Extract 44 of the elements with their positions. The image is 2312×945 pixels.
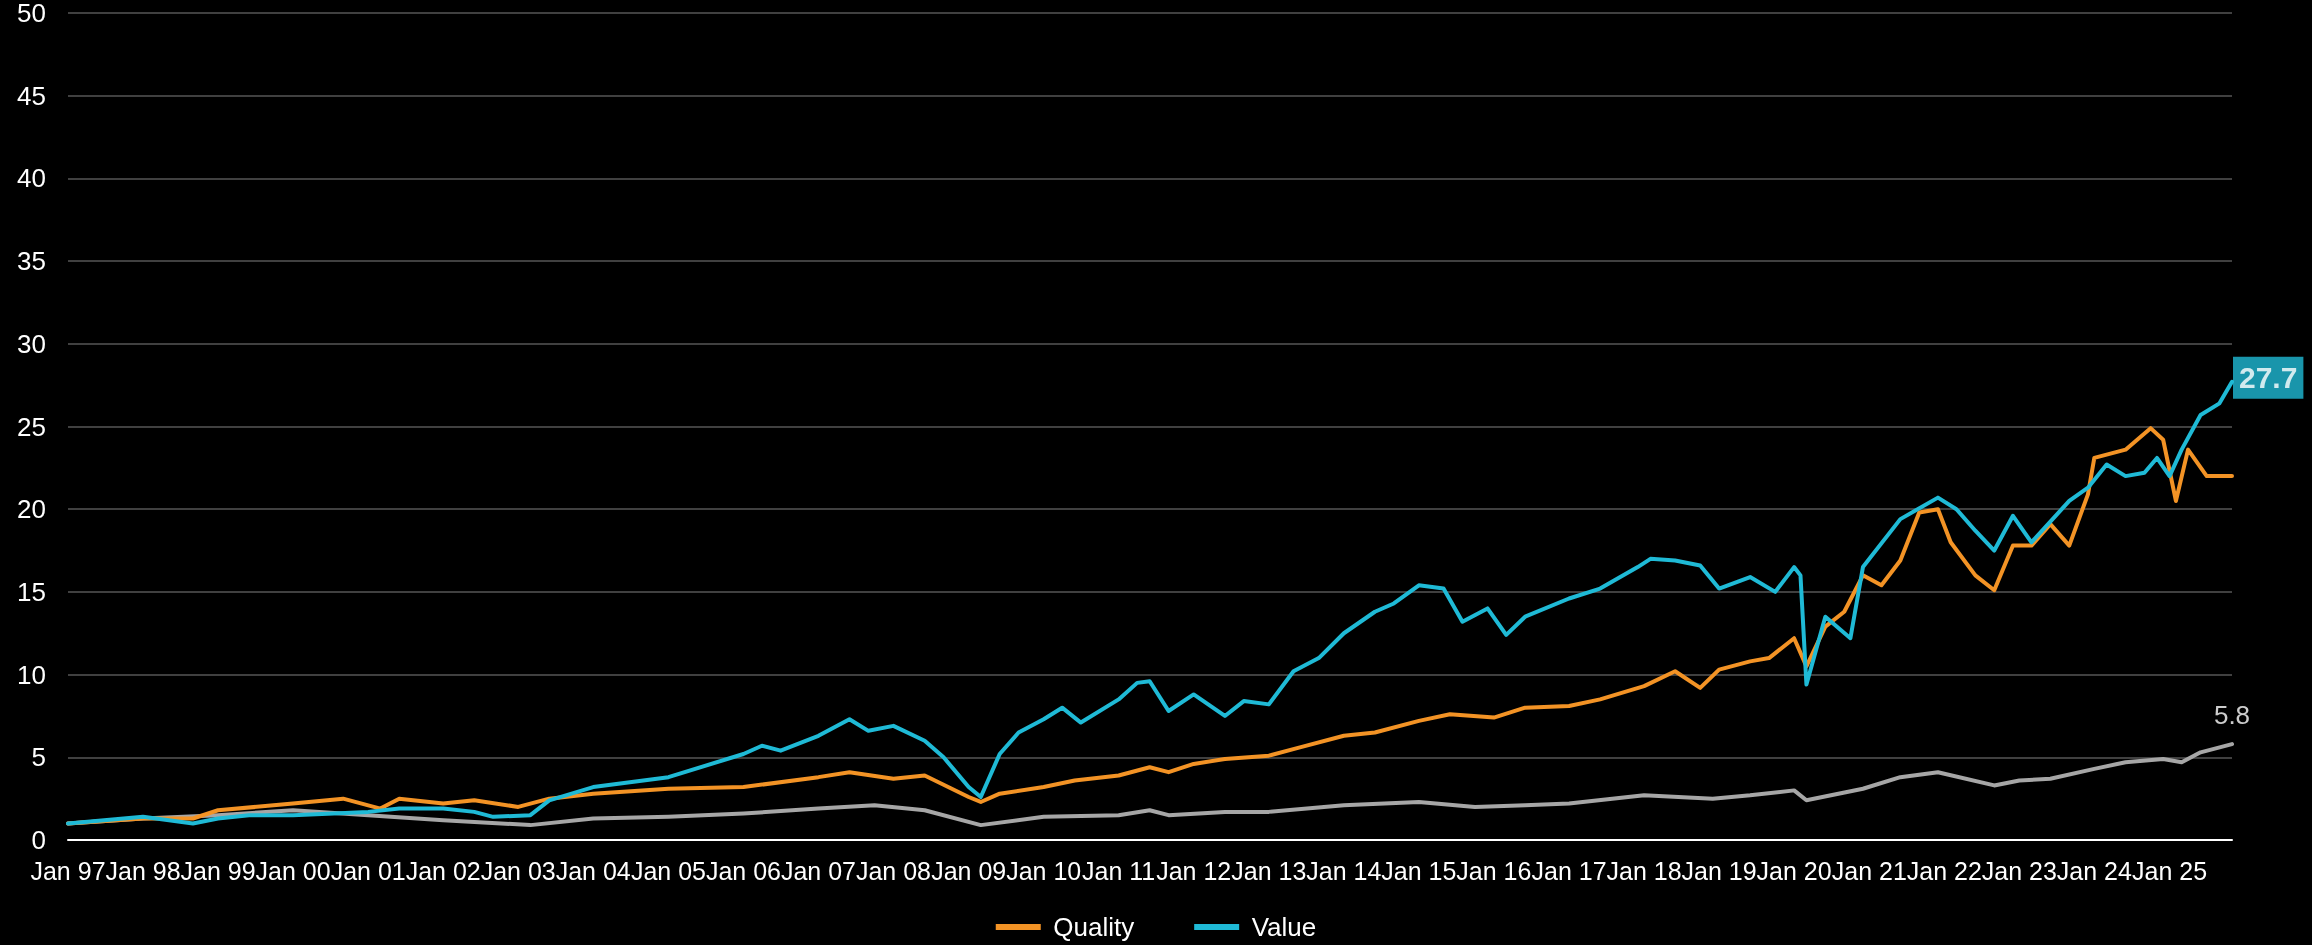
y-tick-label: 45 bbox=[17, 80, 46, 111]
x-tick-label: Jan 09 bbox=[931, 856, 1007, 885]
x-tick-label: Jan 08 bbox=[855, 856, 931, 885]
y-tick-label: 0 bbox=[31, 825, 46, 855]
x-tick-label: Jan 18 bbox=[1606, 856, 1682, 885]
x-tick-label: Jan 97 bbox=[30, 856, 106, 885]
x-tick-label: Jan 01 bbox=[330, 856, 406, 885]
x-tick-label: Jan 24 bbox=[2056, 856, 2132, 885]
x-tick-label: Jan 11 bbox=[1082, 856, 1156, 885]
x-tick-label: Jan 12 bbox=[1156, 856, 1232, 885]
x-tick-label: Jan 10 bbox=[1006, 856, 1082, 885]
x-tick-label: Jan 17 bbox=[1531, 856, 1607, 885]
x-tick-label: Jan 07 bbox=[780, 856, 856, 885]
x-tick-label: Jan 03 bbox=[480, 856, 556, 885]
x-tick-label: Jan 25 bbox=[2132, 856, 2208, 885]
annotation: 5.8 bbox=[2213, 700, 2251, 731]
x-tick-label: Jan 00 bbox=[255, 856, 331, 885]
x-tick-label: Jan 99 bbox=[180, 856, 256, 885]
x-tick-label: Jan 14 bbox=[1306, 856, 1382, 885]
x-tick-label: Jan 16 bbox=[1456, 856, 1532, 885]
annotation: 27.7 bbox=[2239, 361, 2298, 395]
x-tick-label: Jan 05 bbox=[630, 856, 706, 885]
y-tick-label: 15 bbox=[17, 576, 46, 607]
x-tick-label: Jan 13 bbox=[1231, 856, 1307, 885]
x-tick-label: Jan 22 bbox=[1906, 856, 1982, 885]
y-tick-label: 25 bbox=[17, 411, 46, 442]
y-tick-label: 30 bbox=[17, 328, 46, 359]
x-tick-label: Jan 98 bbox=[105, 856, 181, 885]
y-tick-label: 40 bbox=[17, 163, 46, 194]
x-tick-label: Jan 06 bbox=[705, 856, 781, 885]
y-tick-label: 50 bbox=[17, 0, 46, 28]
x-tick-label: Jan 04 bbox=[555, 856, 631, 885]
legend-label: Quality bbox=[1053, 912, 1135, 942]
x-tick-label: Jan 23 bbox=[1981, 856, 2057, 885]
y-tick-label: 20 bbox=[17, 494, 46, 525]
y-tick-label: 35 bbox=[17, 246, 46, 277]
y-tick-label: 5 bbox=[31, 742, 46, 773]
x-tick-label: Jan 19 bbox=[1681, 856, 1757, 885]
x-tick-label: Jan 02 bbox=[405, 856, 481, 885]
x-tick-label: Jan 20 bbox=[1756, 856, 1832, 885]
x-tick-label: Jan 15 bbox=[1381, 856, 1457, 885]
y-tick-label: 10 bbox=[17, 659, 46, 690]
x-tick-label: Jan 21 bbox=[1831, 856, 1907, 885]
legend-label: Value bbox=[1251, 912, 1317, 942]
